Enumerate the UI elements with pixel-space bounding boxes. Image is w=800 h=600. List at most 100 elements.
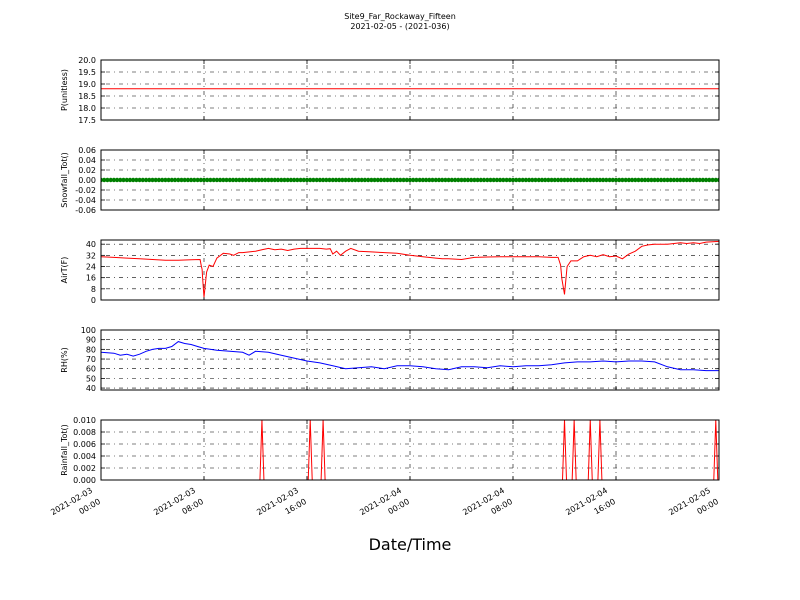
y-tick-label: 0.010	[73, 416, 96, 425]
y-tick-label: 0.008	[73, 428, 96, 437]
scatter-point	[578, 177, 583, 183]
scatter-point	[549, 177, 554, 183]
scatter-point	[591, 177, 596, 183]
panel-2: -0.06-0.04-0.020.000.020.040.06 Snowfall_…	[60, 146, 720, 215]
y-tick-label: 80	[86, 345, 96, 354]
y-tick-label: 0.006	[73, 440, 96, 449]
scatter-point	[243, 177, 248, 183]
scatter-point	[124, 177, 129, 183]
scatter-point	[301, 177, 306, 183]
scatter-point	[514, 177, 519, 183]
scatter-point	[385, 177, 390, 183]
scatter-point	[703, 177, 709, 183]
scatter-point	[707, 177, 712, 183]
scatter-point	[330, 177, 335, 183]
y-tick-label: 19.5	[78, 68, 96, 77]
scatter-point	[275, 177, 281, 183]
y-tick-label: 100	[81, 326, 96, 335]
scatter-point	[359, 177, 364, 183]
scatter-point	[568, 177, 574, 183]
scatter-point	[523, 177, 529, 183]
scatter-point	[642, 177, 648, 183]
scatter-point	[497, 177, 503, 183]
scatter-point	[185, 177, 191, 183]
scatter-point	[259, 177, 265, 183]
scatter-point	[600, 177, 606, 183]
y-tick-label: 60	[86, 365, 96, 374]
y-tick-label: -0.04	[75, 196, 96, 205]
scatter-point	[449, 177, 454, 183]
scatter-point	[462, 177, 467, 183]
scatter-point	[195, 177, 200, 183]
y-tick-label: 18.0	[78, 104, 96, 113]
scatter-point	[353, 177, 358, 183]
scatter-point	[333, 177, 339, 183]
scatter-point	[134, 177, 139, 183]
scatter-point	[211, 177, 216, 183]
scatter-point	[684, 177, 689, 183]
scatter-point	[118, 177, 123, 183]
scatter-point	[205, 177, 210, 183]
scatter-point	[420, 177, 426, 183]
scatter-point	[691, 177, 696, 183]
scatter-point	[163, 177, 168, 183]
series-line	[101, 341, 719, 372]
scatter-point	[662, 177, 667, 183]
y-tick-label: 0.002	[73, 464, 96, 473]
scatter-point	[485, 177, 490, 183]
scatter-point	[131, 177, 136, 183]
x-axis-label: Date/Time	[369, 535, 452, 554]
panel-frame	[100, 329, 720, 391]
scatter-point	[687, 177, 693, 183]
scatter-point	[356, 177, 361, 183]
scatter-point	[327, 177, 332, 183]
scatter-point	[349, 177, 355, 183]
scatter-point	[208, 177, 213, 183]
y-tick-label: 0.04	[78, 156, 96, 165]
y-axis-label: RH(%)	[60, 347, 69, 372]
y-tick-label: 18.5	[78, 92, 96, 101]
scatter-point	[494, 177, 500, 183]
scatter-point	[456, 177, 461, 183]
scatter-point	[398, 177, 403, 183]
y-tick-label: 32	[86, 251, 96, 260]
scatter-point	[166, 177, 171, 183]
scatter-point	[227, 177, 232, 183]
y-axis-label: Rainfall_Tot()	[60, 424, 69, 476]
scatter-point	[488, 177, 493, 183]
scatter-point	[411, 177, 416, 183]
scatter-point	[111, 177, 117, 183]
scatter-point	[665, 177, 670, 183]
scatter-point	[114, 177, 120, 183]
scatter-point	[646, 177, 651, 183]
panel-frame	[100, 239, 720, 301]
scatter-point	[176, 177, 181, 183]
scatter-point	[375, 177, 380, 183]
scatter-point	[700, 177, 706, 183]
panel-5: 0.000 0.002 0.004 0.006 0.008 0.010 Rainfall_T…	[60, 416, 720, 485]
scatter-point	[546, 177, 551, 183]
series-group	[101, 240, 719, 298]
scatter-point	[198, 177, 203, 183]
scatter-point	[694, 177, 699, 183]
scatter-point	[105, 177, 110, 183]
scatter-point	[626, 177, 632, 183]
scatter-point	[678, 177, 683, 183]
scatter-point	[536, 177, 541, 183]
series-line	[101, 420, 719, 480]
scatter-point	[156, 177, 162, 183]
y-tick-label: 50	[86, 374, 96, 383]
scatter-point	[288, 177, 294, 183]
scatter-point	[530, 177, 535, 183]
scatter-point	[340, 177, 345, 183]
scatter-point	[230, 177, 236, 183]
scatter-point	[250, 177, 255, 183]
scatter-point	[372, 177, 377, 183]
series-group	[101, 177, 719, 183]
scatter-point	[314, 177, 319, 183]
scatter-point	[253, 177, 258, 183]
scatter-point	[337, 177, 342, 183]
scatter-point	[433, 177, 438, 183]
scatter-point	[298, 177, 303, 183]
